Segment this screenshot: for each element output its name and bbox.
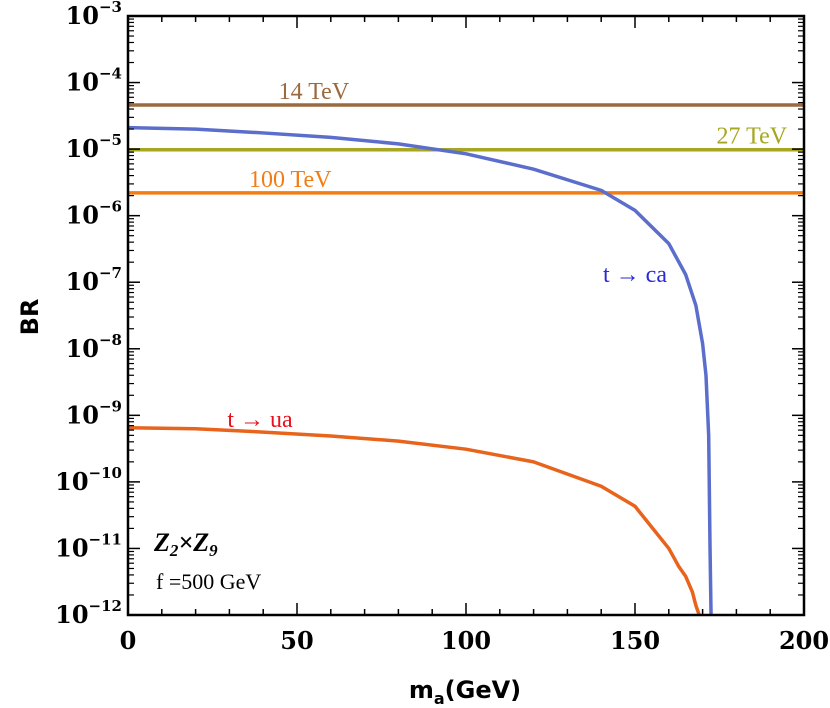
- axes: 0 50 100 150 200 10−3 10−4 10−5 10−6 10−7 10−8 10−9…: [55, 0, 829, 655]
- limit-label-2: 100 TeV: [249, 167, 332, 193]
- y-tick-label: 10−10: [55, 464, 122, 496]
- limit-label-0: 14 TeV: [279, 79, 350, 105]
- x-axis-title: ma(GeV): [409, 676, 521, 708]
- y-tick-label: 10−7: [66, 264, 122, 296]
- y-tick-label: 10−5: [66, 131, 122, 163]
- limit-label-1: 27 TeV: [717, 124, 788, 150]
- x-tick-label: 0: [120, 626, 137, 655]
- series-line-0: [127, 125, 713, 616]
- y-tick-label: 10−3: [66, 0, 122, 30]
- y-tick-label: 10−4: [66, 65, 122, 97]
- f-scale-label: f =500 GeV: [156, 569, 261, 594]
- series-line-1: [127, 426, 701, 616]
- data-lines: [127, 103, 804, 616]
- x-tick-label: 50: [280, 626, 313, 655]
- model-label: Z2×Z9: [153, 528, 218, 560]
- y-axis-title: BR: [16, 299, 44, 336]
- y-tick-label: 10−11: [55, 530, 122, 562]
- series-label-t-ua: t → ua: [227, 407, 293, 433]
- y-tick-label: 10−12: [55, 597, 122, 629]
- series-label-t-ca: t → ca: [603, 262, 667, 288]
- x-tick-label: 200: [779, 626, 829, 655]
- x-tick-label: 150: [610, 626, 660, 655]
- y-tick-label: 10−6: [66, 198, 122, 230]
- y-tick-label: 10−9: [66, 397, 122, 429]
- labels: ma(GeV) BR Z2×Z9 f =500 GeV 14 TeV 27 TeV…: [16, 79, 788, 708]
- y-tick-label: 10−8: [66, 331, 122, 363]
- x-tick-label: 100: [441, 626, 491, 655]
